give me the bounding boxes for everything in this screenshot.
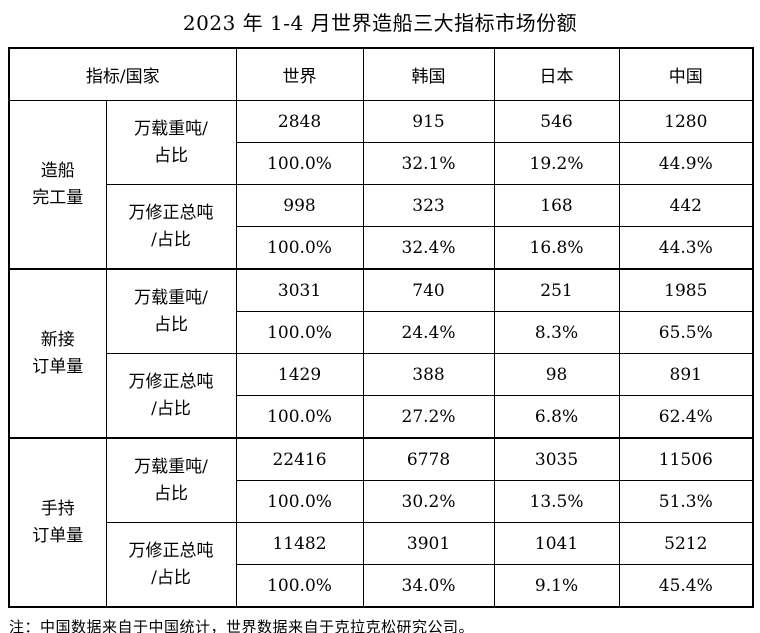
share-cell: 100.0% [235,564,364,608]
corner-header-cell: 指标/国家 [8,47,237,101]
value-cell: 891 [618,353,754,396]
share-cell: 51.3% [618,480,754,523]
value-cell: 546 [493,100,620,143]
value-cell: 388 [362,353,495,396]
unit-cell-cgt: 万修正总吨 /占比 [105,184,237,270]
column-header-japan: 日本 [493,47,620,101]
value-cell: 98 [493,353,620,396]
value-cell: 5212 [618,522,754,565]
share-cell: 9.1% [493,564,620,608]
value-cell: 1280 [618,100,754,143]
table-row: 100.0% 24.4% 8.3% 65.5% [9,311,754,354]
value-cell: 3031 [235,268,364,312]
table-row: 万修正总吨 /占比 998 323 168 442 [9,184,754,270]
value-cell: 1985 [618,268,754,312]
share-cell: 13.5% [493,480,620,523]
share-cell: 62.4% [618,395,754,439]
value-cell: 22416 [235,437,364,481]
table-row: 100.0% 34.0% 9.1% 45.4% [9,564,754,608]
share-cell: 6.8% [493,395,620,439]
value-cell: 915 [362,100,495,143]
value-cell: 2848 [235,100,364,143]
value-cell: 3901 [362,522,495,565]
value-cell: 6778 [362,437,495,481]
value-cell: 442 [618,184,754,227]
value-cell: 11506 [618,437,754,481]
page-title: 2023 年 1-4 月世界造船三大指标市场份额 [182,11,578,35]
table-row: 万修正总吨 /占比 1429 388 98 891 [9,353,754,439]
share-cell: 32.1% [362,142,495,185]
value-cell: 1041 [493,522,620,565]
value-cell: 740 [362,268,495,312]
table-row: 100.0% 32.4% 16.8% 44.3% [9,226,754,270]
table-row: 造船 完工量 万载重吨/ 占比 2848 915 546 1280 [8,100,754,270]
table-header-row: 指标/国家 世界 韩国 日本 中国 [8,47,754,101]
share-cell: 44.9% [618,142,754,185]
category-cell-new-orders: 新接 订单量 [8,268,107,439]
footnote: 注：中国数据来自于中国统计，世界数据来自于克拉克松研究公司。 [9,618,475,633]
category-cell-orderbook: 手持 订单量 [8,437,107,608]
table-row: 100.0% 32.1% 19.2% 44.9% [9,142,754,185]
share-cell: 32.4% [362,226,495,270]
column-header-world: 世界 [235,47,364,101]
market-share-table: 指标/国家 世界 韩国 日本 中国 造船 完工量 万载重吨/ 占比 2848 9… [8,47,755,608]
share-cell: 45.4% [618,564,754,608]
share-cell: 44.3% [618,226,754,270]
value-cell: 998 [235,184,364,227]
share-cell: 30.2% [362,480,495,523]
category-cell-completions: 造船 完工量 [8,100,107,270]
value-cell: 1429 [235,353,364,396]
share-cell: 24.4% [362,311,495,354]
unit-cell-cgt: 万修正总吨 /占比 [105,522,237,608]
share-cell: 100.0% [235,311,364,354]
share-cell: 27.2% [362,395,495,439]
value-cell: 168 [493,184,620,227]
share-cell: 100.0% [235,395,364,439]
value-cell: 11482 [235,522,364,565]
value-cell: 3035 [493,437,620,481]
share-cell: 8.3% [493,311,620,354]
column-header-korea: 韩国 [362,47,495,101]
unit-cell-dwt: 万载重吨/ 占比 [105,268,237,354]
share-cell: 100.0% [235,142,364,185]
table-row: 手持 订单量 万载重吨/ 占比 22416 6778 3035 11506 [8,437,754,608]
table-row: 万修正总吨 /占比 11482 3901 1041 5212 [9,522,754,608]
table-row: 100.0% 30.2% 13.5% 51.3% [9,480,754,523]
share-cell: 65.5% [618,311,754,354]
share-cell: 16.8% [493,226,620,270]
value-cell: 323 [362,184,495,227]
unit-cell-dwt: 万载重吨/ 占比 [105,100,237,185]
table-row: 100.0% 27.2% 6.8% 62.4% [9,395,754,439]
share-cell: 19.2% [493,142,620,185]
unit-cell-cgt: 万修正总吨 /占比 [105,353,237,439]
share-cell: 100.0% [235,226,364,270]
share-cell: 34.0% [362,564,495,608]
column-header-china: 中国 [618,47,754,101]
share-cell: 100.0% [235,480,364,523]
table-row: 新接 订单量 万载重吨/ 占比 3031 740 251 1985 [8,268,754,439]
unit-cell-dwt: 万载重吨/ 占比 [105,437,237,523]
value-cell: 251 [493,268,620,312]
